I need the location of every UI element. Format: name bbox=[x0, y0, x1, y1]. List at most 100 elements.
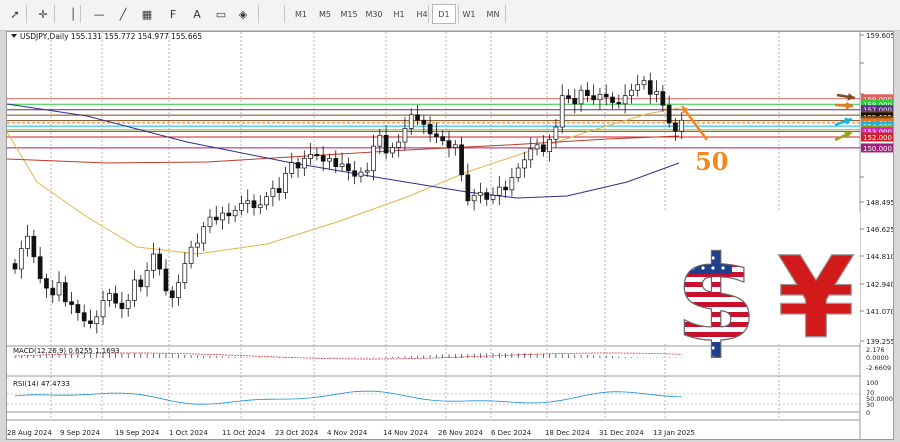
rsi-tick: 30 bbox=[866, 401, 874, 409]
candle bbox=[276, 177, 282, 201]
macd-tick: -2.6609 bbox=[866, 364, 891, 372]
candle bbox=[446, 131, 452, 158]
dropdown-triangle-icon[interactable] bbox=[11, 34, 17, 38]
candle bbox=[182, 252, 188, 290]
candle bbox=[201, 221, 207, 252]
candle bbox=[647, 72, 653, 104]
cursor-icon[interactable]: ➚ bbox=[10, 7, 20, 21]
candle bbox=[515, 163, 521, 183]
text-icon[interactable]: A bbox=[193, 7, 201, 21]
rsi-tick: 100 bbox=[866, 379, 878, 387]
candle bbox=[213, 205, 219, 225]
price-level-tag bbox=[861, 132, 893, 142]
price-level-label: 152.000 bbox=[863, 134, 892, 142]
rsi-tick: 0 bbox=[866, 409, 870, 417]
candle bbox=[113, 285, 118, 308]
candle bbox=[308, 143, 313, 165]
timeframe-m5[interactable]: M5 bbox=[319, 9, 331, 19]
candle bbox=[270, 180, 276, 207]
candle bbox=[484, 187, 490, 206]
candle bbox=[295, 157, 301, 178]
timeframe-mn[interactable]: MN bbox=[486, 9, 500, 19]
candle bbox=[301, 150, 307, 177]
candle bbox=[94, 310, 100, 334]
moving-averages bbox=[7, 103, 680, 255]
price-levels: 159.000158.000157.000156.000155.665155.0… bbox=[7, 94, 893, 153]
grid bbox=[7, 32, 861, 439]
candle bbox=[232, 205, 238, 223]
candle bbox=[333, 150, 339, 174]
ma50-line bbox=[7, 107, 680, 255]
date-label: 23 Oct 2024 bbox=[275, 429, 319, 437]
timeframe-d1[interactable]: D1 bbox=[432, 4, 456, 24]
vertical-line-icon[interactable]: │ bbox=[69, 7, 77, 21]
candle bbox=[132, 270, 137, 307]
candle bbox=[327, 153, 332, 170]
candle bbox=[220, 206, 225, 230]
date-label: 26 Nov 2024 bbox=[438, 429, 483, 437]
candle bbox=[673, 118, 678, 141]
candle bbox=[50, 280, 56, 304]
candle bbox=[31, 229, 37, 264]
candle bbox=[629, 83, 634, 104]
ma200-line bbox=[7, 103, 680, 199]
price-level-tag bbox=[861, 99, 893, 109]
price-tick: 141.070 bbox=[866, 308, 893, 316]
timeframe-m30[interactable]: M30 bbox=[365, 9, 383, 19]
candle bbox=[226, 203, 232, 224]
candle bbox=[528, 137, 534, 168]
date-label: 14 Nov 2024 bbox=[383, 429, 428, 437]
candle bbox=[12, 258, 18, 274]
timeframe-h1[interactable]: H1 bbox=[393, 9, 405, 19]
channel-icon[interactable]: ▦ bbox=[141, 7, 153, 21]
crosshair-icon[interactable]: ✛ bbox=[38, 7, 48, 21]
candle bbox=[490, 187, 496, 205]
trendline-icon[interactable]: ╱ bbox=[119, 7, 127, 21]
timeframe-m1[interactable]: M1 bbox=[295, 9, 307, 19]
candle bbox=[75, 299, 81, 321]
candle bbox=[169, 286, 175, 308]
chart-window[interactable]: USDJPY,Daily 155.131 155.772 154.977 155… bbox=[6, 31, 894, 440]
candle bbox=[264, 191, 269, 210]
horizontal-line-icon[interactable]: — bbox=[93, 7, 105, 21]
candle bbox=[509, 167, 515, 197]
candle bbox=[163, 259, 169, 296]
candle bbox=[320, 146, 326, 171]
candle bbox=[603, 84, 609, 106]
candle bbox=[465, 163, 471, 206]
candle bbox=[346, 157, 351, 181]
date-label: 31 Dec 2024 bbox=[599, 429, 644, 437]
candle bbox=[289, 152, 295, 179]
shapes-icon[interactable]: ◈ bbox=[238, 7, 248, 21]
candle bbox=[138, 275, 144, 292]
rectangle-icon[interactable]: ▭ bbox=[215, 7, 227, 21]
candle bbox=[616, 94, 622, 109]
candle bbox=[440, 130, 446, 146]
macd-tick: 0.0000 bbox=[866, 354, 889, 362]
fibonacci-icon[interactable]: F bbox=[169, 7, 177, 21]
date-label: 13 Jan 2025 bbox=[653, 429, 695, 437]
candle bbox=[415, 105, 420, 126]
candle bbox=[471, 188, 477, 211]
candle bbox=[339, 152, 345, 172]
ma50-annotation: 50 bbox=[695, 147, 728, 176]
candle bbox=[635, 75, 641, 97]
price-chart[interactable]: USDJPY,Daily 155.131 155.772 154.977 155… bbox=[7, 32, 893, 439]
candle bbox=[396, 134, 402, 158]
timeframe-m15[interactable]: M15 bbox=[340, 9, 358, 19]
price-level-label: 150.000 bbox=[863, 145, 892, 153]
date-label: 6 Dec 2024 bbox=[491, 429, 532, 437]
date-label: 18 Dec 2024 bbox=[545, 429, 590, 437]
price-tick: 142.940 bbox=[866, 281, 893, 289]
timeframe-w1[interactable]: W1 bbox=[462, 9, 476, 19]
level-arrow-1546 bbox=[834, 101, 854, 110]
candle bbox=[69, 292, 74, 315]
price-axis: 159.605 148.495 146.625 144.810 142.940 141.0… bbox=[860, 32, 893, 346]
date-label: 11 Oct 2024 bbox=[222, 429, 266, 437]
candle bbox=[195, 233, 200, 257]
candle bbox=[18, 240, 24, 279]
timeframe-h4[interactable]: H4 bbox=[416, 9, 428, 19]
candle bbox=[679, 112, 685, 140]
candle bbox=[597, 87, 603, 110]
candle bbox=[188, 240, 194, 269]
